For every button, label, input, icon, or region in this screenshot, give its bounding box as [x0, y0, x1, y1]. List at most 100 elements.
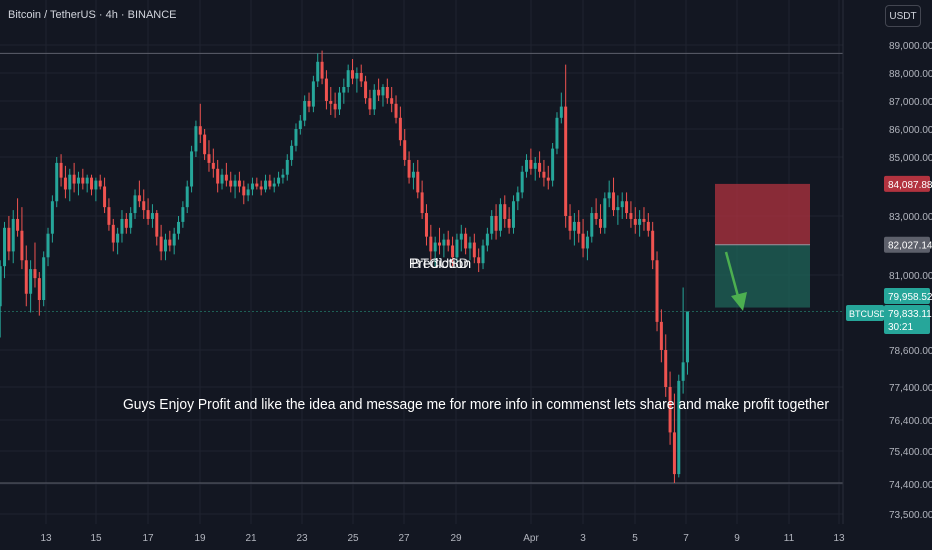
candle-body — [503, 204, 507, 219]
candle-body — [651, 230, 655, 261]
candle-body — [320, 61, 324, 79]
time-axis-bg — [0, 524, 932, 550]
y-tick-label: 78,600.00 — [889, 346, 932, 357]
x-tick-label: 15 — [90, 533, 102, 544]
candle-body — [507, 218, 511, 228]
candle-body — [242, 186, 246, 196]
candle-body — [477, 257, 481, 264]
candle-body — [216, 168, 220, 184]
x-tick-label: 9 — [734, 533, 740, 544]
candle-body — [420, 192, 424, 214]
x-tick-label: 19 — [194, 533, 206, 544]
countdown-tag: 30:21 — [888, 322, 913, 333]
candle-body — [598, 218, 602, 228]
candle-body — [329, 101, 333, 104]
candle-body — [198, 126, 202, 135]
candle-body — [294, 129, 298, 146]
candle-body — [142, 201, 146, 211]
candle-body — [612, 192, 616, 211]
candle-body — [520, 171, 524, 193]
candle-body — [11, 218, 15, 252]
candle-body — [629, 213, 633, 219]
candle-body — [381, 87, 385, 96]
price-tags: 84,087.88 82,027.14 79,958.52 BTCUSDT79,833… — [846, 175, 932, 334]
position-zones — [715, 183, 810, 308]
candle-body — [20, 230, 24, 261]
candle-body — [94, 180, 98, 190]
x-tick-label: 11 — [784, 533, 795, 544]
candle-body — [398, 117, 402, 141]
candle-body — [7, 227, 11, 252]
candle-body — [59, 162, 63, 178]
candle-body — [85, 177, 89, 184]
candle-body — [577, 221, 581, 234]
candle-body — [407, 159, 411, 178]
candle-body — [24, 260, 28, 294]
candles — [0, 50, 689, 484]
candle-body — [446, 239, 450, 246]
candle-body — [163, 239, 167, 252]
candle-body — [224, 174, 228, 181]
candle-body — [525, 159, 529, 172]
candle-body — [385, 87, 389, 99]
candle-body — [459, 233, 463, 240]
candle-body — [303, 101, 307, 121]
candle-body — [229, 180, 233, 187]
candle-body — [351, 70, 355, 79]
time-axis: 13 15 17 19 21 23 25 27 29 Apr 3 5 7 9 11 13 — [0, 524, 932, 550]
current-symbol-bg — [846, 305, 884, 321]
candle-body — [433, 242, 437, 252]
candle-body — [281, 174, 285, 178]
candle-body — [133, 195, 137, 214]
candle-body — [255, 183, 259, 187]
x-tick-label: 27 — [398, 533, 410, 544]
candle-body — [76, 177, 80, 184]
candle-body — [0, 266, 2, 307]
candle-body — [472, 242, 476, 258]
candle-body — [29, 269, 33, 294]
candle-body — [72, 174, 76, 184]
candle-body — [455, 239, 459, 258]
candle-body — [55, 162, 59, 202]
current-symbol-tag: BTCUSDT — [849, 309, 892, 319]
candle-body — [664, 350, 668, 387]
arrow-head — [731, 292, 747, 311]
candle-body — [403, 140, 407, 160]
candle-body — [316, 61, 320, 82]
prediction-label: Prediction — [409, 255, 471, 271]
candle-body — [346, 70, 350, 87]
target-price-tag: 79,958.52 — [888, 292, 932, 303]
candle-body — [359, 73, 363, 82]
candle-body — [511, 201, 515, 228]
candle-body — [211, 162, 215, 169]
candle-body — [590, 213, 594, 237]
candle-body — [638, 218, 642, 225]
candle-body — [237, 180, 241, 187]
candle-body — [337, 92, 341, 110]
candle-body — [681, 362, 685, 381]
y-tick-label: 75,400.00 — [889, 447, 932, 458]
candle-body — [572, 221, 576, 231]
candle-body — [42, 257, 46, 300]
x-tick-label: 7 — [683, 533, 689, 544]
x-tick-label: 21 — [245, 533, 257, 544]
y-tick-label: 77,400.00 — [889, 383, 932, 394]
candle-body — [333, 103, 337, 110]
candle-body — [298, 120, 302, 129]
currency-button[interactable]: USDT — [885, 5, 921, 27]
x-tick-label: 13 — [40, 533, 52, 544]
candle-body — [203, 134, 207, 155]
y-tick-label: 73,500.00 — [889, 510, 932, 521]
candle-body — [233, 180, 237, 187]
price-axis: 89,000.00 88,000.00 87,000.00 86,000.00 85,0… — [842, 0, 932, 550]
arrow-shaft — [724, 251, 741, 301]
candle-body — [585, 236, 589, 249]
y-tick-label: 76,400.00 — [889, 416, 932, 427]
candle-body — [46, 233, 50, 258]
candle-body — [429, 236, 433, 252]
candle-body — [177, 221, 181, 234]
candle-body — [668, 387, 672, 433]
candle-body — [625, 201, 629, 214]
